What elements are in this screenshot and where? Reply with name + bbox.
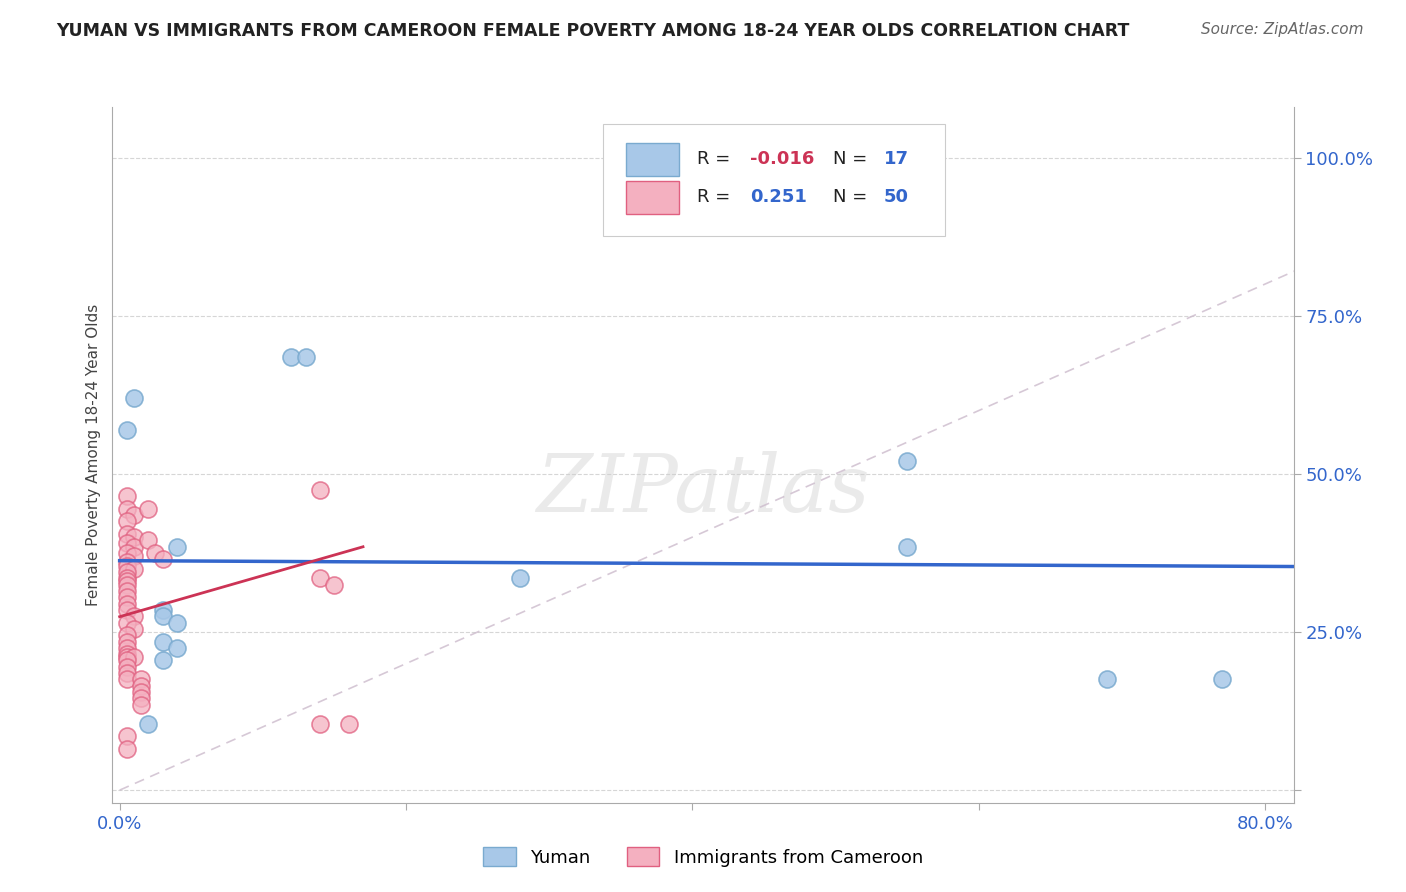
Text: R =: R = xyxy=(697,188,737,206)
Point xyxy=(166,615,188,630)
Point xyxy=(145,546,167,560)
Point xyxy=(115,527,138,541)
Point xyxy=(1097,673,1119,687)
Text: -0.016: -0.016 xyxy=(751,150,814,169)
Text: Source: ZipAtlas.com: Source: ZipAtlas.com xyxy=(1201,22,1364,37)
Point xyxy=(309,571,332,585)
Point xyxy=(896,454,918,468)
Point xyxy=(115,666,138,681)
Point xyxy=(115,514,138,528)
Point xyxy=(122,530,145,544)
Legend: Yuman, Immigrants from Cameroon: Yuman, Immigrants from Cameroon xyxy=(477,840,929,874)
Point xyxy=(129,691,152,706)
Point xyxy=(509,571,531,585)
Point xyxy=(152,603,174,617)
Text: YUMAN VS IMMIGRANTS FROM CAMEROON FEMALE POVERTY AMONG 18-24 YEAR OLDS CORRELATI: YUMAN VS IMMIGRANTS FROM CAMEROON FEMALE… xyxy=(56,22,1129,40)
Text: 0.251: 0.251 xyxy=(751,188,807,206)
Point xyxy=(129,673,152,687)
Text: R =: R = xyxy=(697,150,737,169)
Point xyxy=(1211,673,1233,687)
Point xyxy=(152,653,174,667)
Point xyxy=(115,583,138,598)
Point xyxy=(115,501,138,516)
Point xyxy=(309,716,332,731)
Bar xyxy=(626,181,679,214)
Point xyxy=(309,483,332,497)
Point xyxy=(122,609,145,624)
Point xyxy=(280,350,302,364)
Point xyxy=(115,423,138,437)
Point xyxy=(136,501,159,516)
Point xyxy=(115,591,138,605)
Point xyxy=(115,603,138,617)
Point xyxy=(122,391,145,405)
Y-axis label: Female Poverty Among 18-24 Year Olds: Female Poverty Among 18-24 Year Olds xyxy=(86,304,101,606)
Point xyxy=(115,650,138,665)
Point xyxy=(166,640,188,655)
Text: N =: N = xyxy=(832,188,873,206)
Point xyxy=(294,350,316,364)
Point xyxy=(115,742,138,756)
Point xyxy=(152,609,174,624)
Point xyxy=(115,673,138,687)
Point xyxy=(115,730,138,744)
Point xyxy=(323,577,346,591)
FancyBboxPatch shape xyxy=(603,124,945,235)
Point xyxy=(122,622,145,636)
Point xyxy=(115,571,138,585)
Text: ZIPatlas: ZIPatlas xyxy=(536,451,870,528)
Point xyxy=(129,698,152,712)
Point xyxy=(115,660,138,674)
Point xyxy=(115,597,138,611)
Point xyxy=(115,546,138,560)
Point xyxy=(115,640,138,655)
Point xyxy=(115,577,138,591)
Point xyxy=(122,650,145,665)
Point xyxy=(129,685,152,699)
Point xyxy=(166,540,188,554)
Point xyxy=(122,562,145,576)
Point xyxy=(115,565,138,579)
Point xyxy=(115,647,138,661)
Point xyxy=(115,634,138,648)
Point xyxy=(115,628,138,642)
Point xyxy=(115,615,138,630)
Point xyxy=(896,540,918,554)
Point xyxy=(115,574,138,589)
Point xyxy=(152,634,174,648)
Point xyxy=(115,536,138,550)
Point xyxy=(152,552,174,566)
Text: 17: 17 xyxy=(884,150,908,169)
Point xyxy=(122,540,145,554)
Point xyxy=(122,549,145,563)
Point xyxy=(115,653,138,667)
Point xyxy=(337,716,360,731)
Point xyxy=(122,508,145,522)
Point xyxy=(129,679,152,693)
Point xyxy=(136,716,159,731)
Point xyxy=(115,558,138,573)
Point xyxy=(115,556,138,570)
Point xyxy=(115,489,138,503)
Point xyxy=(136,533,159,548)
Text: N =: N = xyxy=(832,150,873,169)
Text: 50: 50 xyxy=(884,188,908,206)
Bar xyxy=(626,143,679,176)
